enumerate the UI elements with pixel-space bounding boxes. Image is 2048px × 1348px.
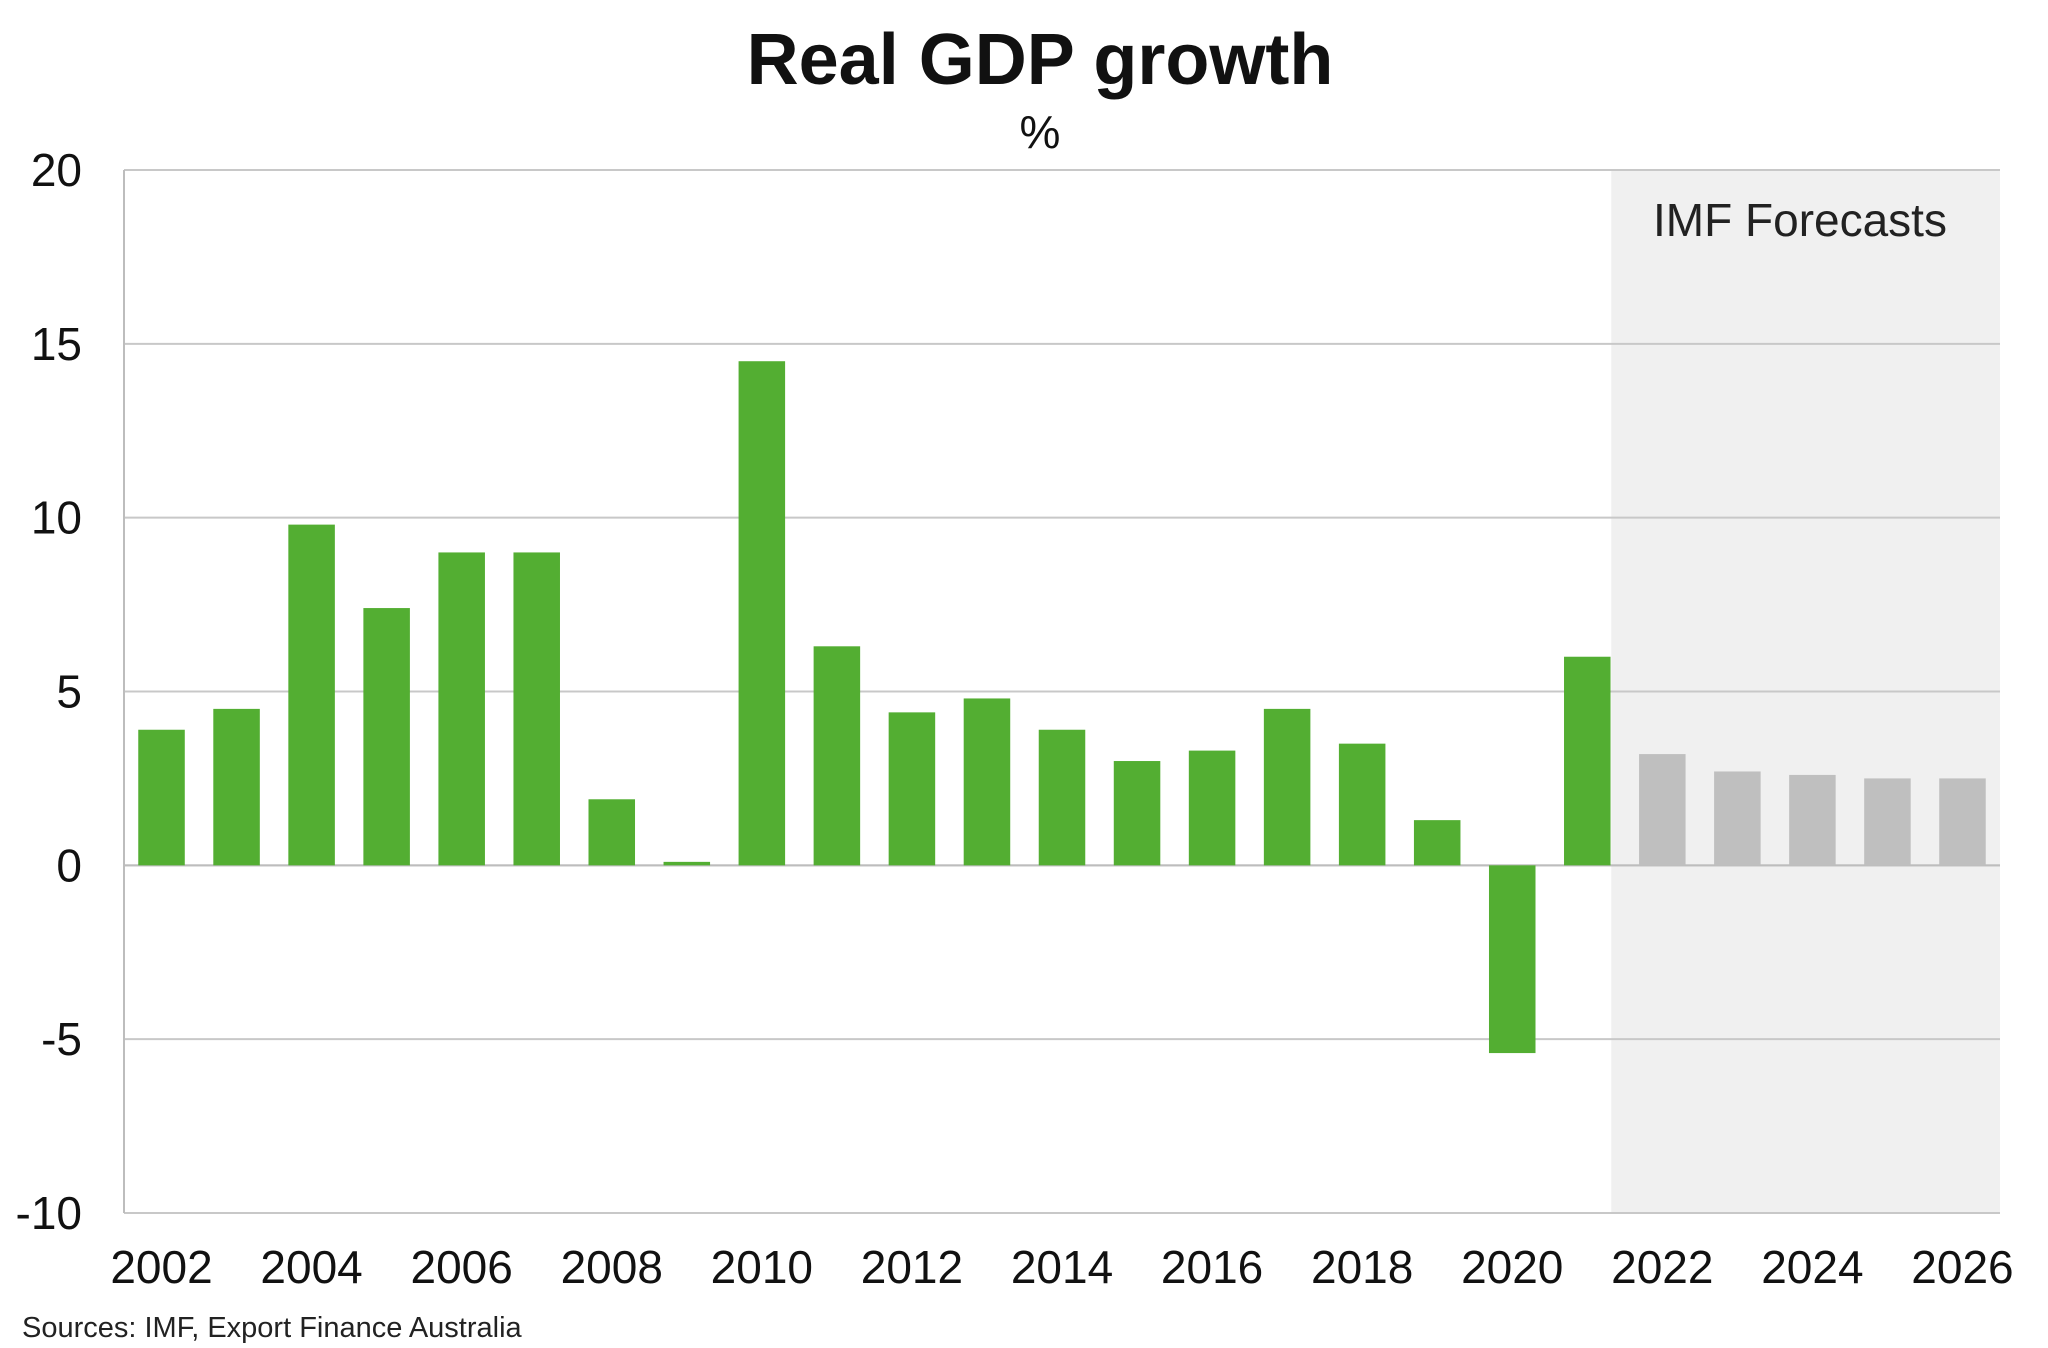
x-tick-label: 2018 xyxy=(1311,1241,1413,1293)
source-note: Sources: IMF, Export Finance Australia xyxy=(22,1312,523,1344)
y-tick-label: 10 xyxy=(31,492,82,544)
forecast-annotation-label: IMF Forecasts xyxy=(1653,194,1947,246)
bars xyxy=(138,361,1986,1054)
bar-2025 xyxy=(1864,778,1911,866)
bar-2005 xyxy=(363,608,410,866)
chart-subtitle: % xyxy=(1020,106,1061,158)
bar-2019 xyxy=(1413,820,1461,866)
bar-2006 xyxy=(438,552,485,866)
bar-2014 xyxy=(1038,729,1086,866)
x-tick-label: 2014 xyxy=(1011,1241,1113,1293)
bar-2015 xyxy=(1113,761,1161,866)
bar-2012 xyxy=(888,712,936,866)
bar-2023 xyxy=(1714,771,1761,866)
bar-2010 xyxy=(738,361,786,866)
x-tick-label: 2012 xyxy=(861,1241,963,1293)
bar-2013 xyxy=(963,698,1011,866)
y-tick-label: -10 xyxy=(16,1187,82,1239)
bar-2024 xyxy=(1789,774,1836,866)
y-tick-label: -5 xyxy=(41,1013,82,1065)
y-tick-label: 5 xyxy=(56,666,82,718)
chart-title: Real GDP growth xyxy=(747,20,1334,100)
x-tick-label: 2024 xyxy=(1761,1241,1863,1293)
y-tick-label: 20 xyxy=(31,144,82,196)
y-tick-label: 0 xyxy=(56,839,82,891)
bar-2026 xyxy=(1939,778,1986,866)
x-tick-label: 2004 xyxy=(260,1241,362,1293)
y-axis-tick-labels: 20 15 10 5 0 -5 -10 xyxy=(16,144,82,1239)
bar-2017 xyxy=(1263,708,1311,866)
x-axis-tick-labels: 2002 2004 2006 2008 2010 2012 2014 2016 2018 2020… xyxy=(110,1241,2013,1293)
bar-2008 xyxy=(588,799,636,866)
bar-2003 xyxy=(213,708,260,866)
bar-2009 xyxy=(663,861,711,866)
bar-2004 xyxy=(288,524,335,866)
gridlines xyxy=(124,169,2000,1214)
bar-2007 xyxy=(513,552,560,866)
bar-2016 xyxy=(1188,750,1236,866)
bar-2002 xyxy=(138,729,185,866)
x-tick-label: 2002 xyxy=(110,1241,212,1293)
x-tick-label: 2016 xyxy=(1161,1241,1263,1293)
x-tick-label: 2020 xyxy=(1461,1241,1563,1293)
x-tick-label: 2008 xyxy=(561,1241,663,1293)
x-tick-label: 2010 xyxy=(711,1241,813,1293)
bar-2022 xyxy=(1639,754,1686,866)
bar-2020 xyxy=(1488,865,1536,1054)
bar-2018 xyxy=(1338,743,1386,866)
x-tick-label: 2022 xyxy=(1611,1241,1713,1293)
bar-2021 xyxy=(1564,656,1611,866)
x-tick-label: 2026 xyxy=(1911,1241,2013,1293)
y-tick-label: 15 xyxy=(31,318,82,370)
bar-2011 xyxy=(813,646,861,866)
x-tick-label: 2006 xyxy=(411,1241,513,1293)
